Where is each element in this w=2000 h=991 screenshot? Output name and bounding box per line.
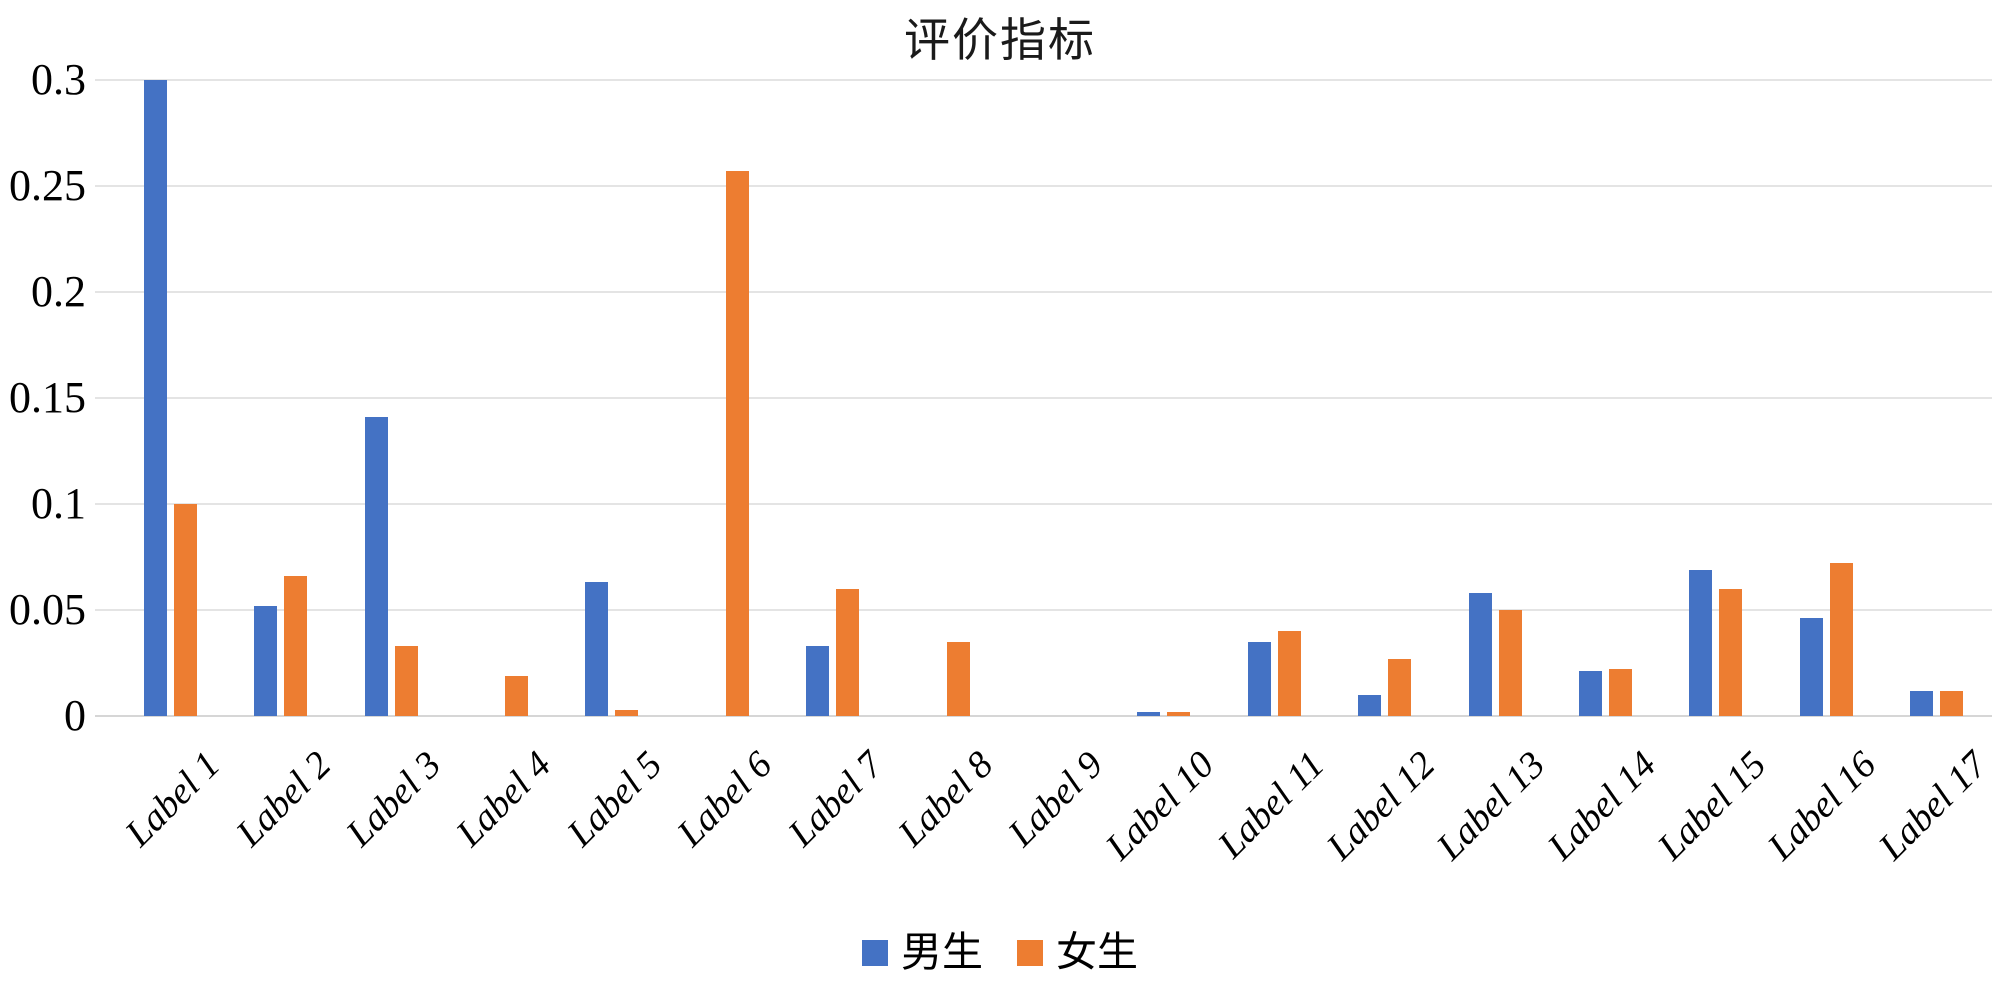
y-tick-label: 0.15 (9, 373, 86, 422)
x-category-label: Label 12 (1318, 743, 1444, 869)
legend-label-male: 男生 (901, 929, 983, 975)
x-category-label: Label 8 (890, 743, 1002, 855)
x-category-label: Label 4 (448, 743, 560, 855)
bar-male-15 (1689, 569, 1713, 716)
y-tick-label: 0.05 (9, 585, 86, 634)
gridline (95, 503, 1992, 505)
bar-female-1 (173, 504, 197, 716)
bar-female-3 (394, 646, 418, 716)
legend-swatch-female (1017, 939, 1043, 966)
x-category-label: Label 5 (559, 743, 671, 855)
x-category-label: Label 15 (1649, 743, 1775, 869)
bar-female-11 (1277, 631, 1301, 716)
x-category-label: Label 7 (779, 743, 891, 855)
x-category-label: Label 11 (1210, 743, 1333, 867)
bar-male-13 (1468, 593, 1492, 716)
gridline (95, 185, 1992, 187)
bar-female-8 (946, 641, 970, 716)
bar-male-12 (1358, 694, 1382, 716)
x-category-label: Label 2 (227, 743, 339, 855)
bar-female-2 (284, 576, 308, 716)
bar-female-14 (1609, 669, 1633, 716)
legend-item-male: 男生 (862, 932, 983, 973)
bar-female-7 (836, 588, 860, 716)
bar-male-5 (585, 582, 609, 716)
x-category-label: Label 9 (1000, 743, 1112, 855)
bar-male-14 (1579, 671, 1603, 716)
y-tick-label: 0.1 (31, 479, 86, 528)
x-category-label: Label 10 (1097, 743, 1223, 869)
legend-label-female: 女生 (1056, 929, 1138, 975)
x-category-label: Label 14 (1539, 743, 1664, 869)
bar-female-13 (1498, 610, 1522, 716)
gridline (95, 79, 1992, 81)
gridline (95, 397, 1992, 399)
x-category-label: Label 6 (669, 743, 781, 855)
bar-male-1 (143, 80, 167, 716)
bar-male-16 (1799, 618, 1823, 716)
x-axis-baseline (95, 715, 1992, 717)
bar-male-10 (1137, 711, 1161, 716)
legend: 男生 女生 (0, 932, 2000, 973)
bar-male-2 (254, 605, 278, 716)
bar-male-7 (806, 646, 830, 716)
bar-female-10 (1167, 711, 1191, 716)
y-tick-label: 0.2 (31, 267, 86, 316)
bar-female-15 (1719, 588, 1743, 716)
x-category-label: Label 3 (338, 743, 450, 855)
y-tick-label: 0.3 (31, 55, 86, 104)
bar-female-16 (1829, 563, 1853, 716)
chart-title: 评价指标 (904, 15, 1096, 66)
legend-item-female: 女生 (1017, 932, 1138, 973)
x-category-label: Label 17 (1870, 743, 1996, 869)
gridline (95, 291, 1992, 293)
legend-swatch-male (862, 939, 888, 966)
y-tick-label: 0.25 (9, 161, 86, 210)
gridline (95, 609, 1992, 611)
bar-female-12 (1388, 658, 1412, 716)
bar-female-4 (504, 675, 528, 716)
bar-male-17 (1910, 690, 1934, 716)
bar-female-6 (725, 171, 749, 716)
bar-female-17 (1940, 690, 1964, 716)
x-category-label: Label 16 (1760, 743, 1885, 869)
x-category-label: Label 1 (117, 743, 229, 855)
bar-male-3 (364, 417, 388, 716)
bar-female-5 (615, 709, 639, 716)
x-category-label: Label 13 (1428, 743, 1554, 869)
y-tick-label: 0 (64, 691, 86, 740)
bar-male-11 (1247, 641, 1271, 716)
